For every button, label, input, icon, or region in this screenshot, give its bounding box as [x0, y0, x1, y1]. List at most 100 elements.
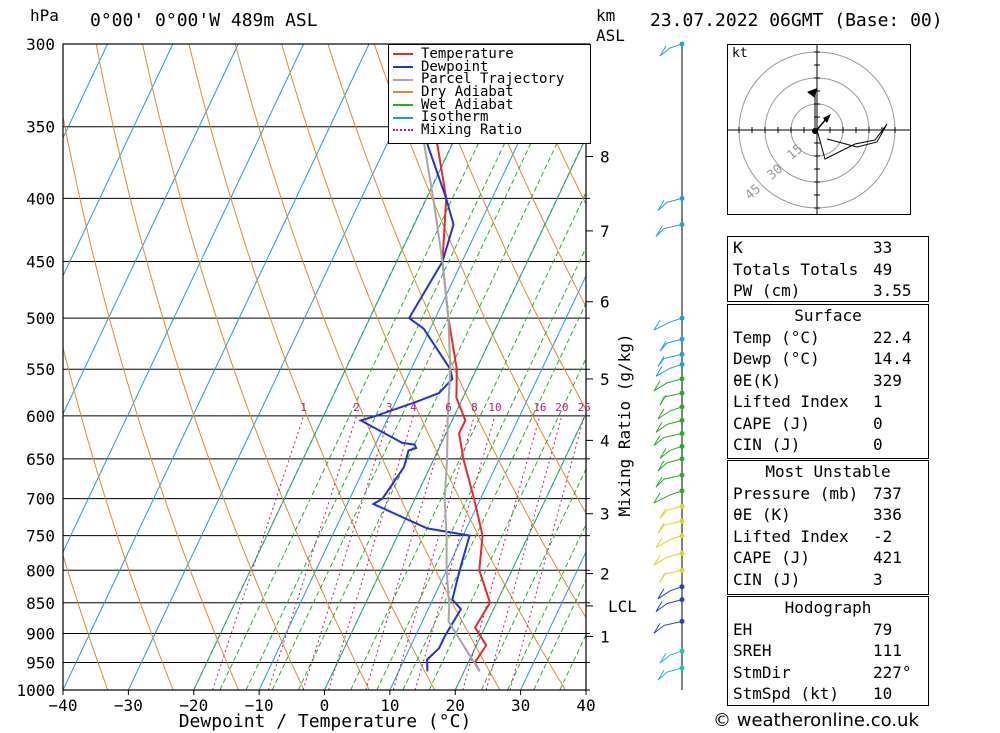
hodograph-stats-title: Hodograph — [784, 598, 872, 617]
most-unstable-table: Most Unstable Pressure (mb) 737 θE (K) 336… — [727, 460, 929, 595]
km-tick-label: 7 — [600, 222, 610, 241]
isotherm — [258, 44, 566, 690]
surface-row: Temp (°C) 22.4 — [733, 327, 912, 347]
wind-barb — [659, 505, 683, 519]
wind-barb — [659, 650, 683, 664]
surface-row: Dewp (°C) 14.4 — [733, 349, 912, 368]
wet-adiabat — [428, 357, 586, 690]
legend-swatch — [393, 116, 413, 119]
mixing-ratio-line — [509, 415, 585, 690]
legend-label: Parcel Trajectory — [421, 71, 565, 88]
dry-adiabat — [142, 44, 370, 690]
isotherm — [63, 44, 239, 416]
wet-adiabat — [245, 44, 553, 690]
isotherm — [63, 44, 174, 278]
dry-adiabat — [977, 44, 1000, 690]
wet-adiabat — [219, 44, 526, 690]
wind-barb — [655, 474, 683, 488]
parcel-trajectory-line — [400, 44, 481, 672]
copyright-link[interactable]: © weatheronline.co.uk — [713, 710, 919, 731]
wind-barb — [653, 317, 683, 331]
mixing-ratio-label: 10 — [488, 401, 501, 414]
wind-barb-flag — [657, 669, 665, 681]
hodo-row: EH 79 — [733, 619, 893, 639]
wind-barb-flag — [657, 460, 665, 472]
dry-adiabat — [281, 44, 566, 690]
wind-barb — [653, 378, 683, 392]
most-unstable-title: Most Unstable — [765, 462, 891, 481]
pressure-tick-label: 800 — [26, 561, 55, 580]
location-label: 0°00' 0°00'W 489m ASL — [90, 10, 318, 31]
wet-adiabat — [350, 191, 586, 690]
x-axis-label: Dewpoint / Temperature (°C) — [179, 711, 472, 732]
mixing-ratio-label: 3 — [386, 401, 393, 414]
wet-adiabat — [376, 246, 586, 690]
km-tick-label: 6 — [600, 293, 610, 312]
legend-swatch — [393, 66, 413, 69]
isotherm — [389, 274, 586, 690]
pressure-tick-label: 750 — [26, 527, 55, 546]
mu-row: CAPE (J) 421 — [733, 548, 902, 567]
pressure-tick-label: 700 — [26, 490, 55, 509]
legend-swatch — [393, 104, 413, 107]
legend-item: Temperature — [389, 46, 590, 62]
temperature-tick-label: 0 — [320, 696, 330, 715]
background-lines — [63, 44, 1000, 690]
wind-barb — [657, 406, 683, 420]
wind-barb — [653, 490, 683, 504]
legend-item: Dewpoint — [389, 60, 590, 74]
wind-barb — [653, 620, 683, 634]
sounding-series — [358, 44, 492, 672]
wind-barb — [655, 535, 683, 549]
mixing-ratio-label: 20 — [555, 401, 568, 414]
legend-label: Dry Adiabat — [421, 84, 514, 101]
mixing-ratio-line — [485, 415, 563, 690]
wind-barb-flag — [653, 623, 661, 634]
mu-row: θE (K) 336 — [733, 505, 902, 524]
wind-barb — [655, 363, 683, 377]
pressure-tick-label: 450 — [26, 253, 55, 272]
wind-barb-flag — [659, 652, 667, 664]
wind-barb-flag — [655, 537, 663, 548]
dry-adiabat — [420, 44, 586, 411]
wet-adiabat — [480, 467, 586, 690]
mixing-ratio-label: 16 — [533, 401, 546, 414]
hodo-row: StmDir 227° — [733, 662, 912, 682]
dry-adiabat — [373, 44, 586, 515]
dry-adiabat — [466, 44, 586, 308]
legend-item: Dry Adiabat — [389, 84, 590, 101]
legend-swatch — [393, 78, 413, 81]
wet-adiabat — [454, 412, 586, 690]
wind-barb-flag — [657, 356, 665, 367]
pressure-tick-label: 500 — [26, 309, 55, 328]
hodo-origin-dot — [812, 128, 818, 134]
index-row-tt: Totals Totals 49 — [733, 259, 893, 279]
wind-barb-flag — [655, 366, 663, 377]
mixing-ratio-line — [328, 415, 414, 690]
wind-barb-flag — [659, 507, 667, 519]
temperature-tick-label: 30 — [511, 696, 530, 715]
wind-barb — [655, 224, 683, 237]
wind-barb-flag — [657, 588, 665, 600]
km-unit-label: km — [596, 6, 616, 25]
pressure-unit-label: hPa — [30, 6, 59, 25]
wind-barb-flag — [659, 340, 667, 352]
mixing-ratio-label: 8 — [471, 401, 478, 414]
legend-label: Mixing Ratio — [421, 122, 523, 139]
mixing-ratio-line — [302, 415, 390, 690]
hodo-row: StmSpd (kt) 10 — [733, 684, 893, 703]
axis-ticks: 3003504004505005506006507007508008509009… — [16, 35, 636, 715]
pressure-tick-label: 1000 — [16, 681, 55, 700]
mixing-ratio-axis-label: Mixing Ratio (g/kg) — [615, 333, 634, 516]
km-tick-label: LCL — [608, 597, 637, 616]
asl-label: ASL — [596, 26, 625, 45]
legend-item: Wet Adiabat — [389, 98, 590, 112]
km-tick-label: 5 — [600, 370, 610, 389]
wind-barb-flag — [657, 522, 665, 534]
dry-adiabat — [63, 114, 239, 690]
legend-label: Isotherm — [421, 109, 489, 126]
wind-barb-flag — [657, 200, 665, 211]
legend-swatch — [393, 129, 413, 132]
km-tick-label: 8 — [600, 148, 610, 167]
legend-label: Temperature — [421, 46, 514, 62]
